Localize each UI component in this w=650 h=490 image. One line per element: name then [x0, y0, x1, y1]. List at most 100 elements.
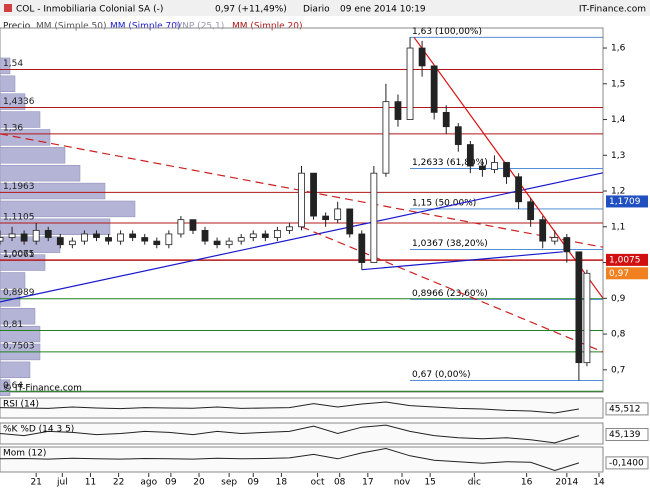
candle-body — [406, 47, 414, 120]
candle-body — [370, 172, 378, 263]
level-label: 0,81 — [3, 320, 23, 330]
candle-body — [189, 219, 197, 231]
candle-body — [129, 233, 137, 238]
candle-body — [237, 237, 245, 242]
x-tick-label: sep — [221, 478, 237, 488]
x-tick-label: 22 — [113, 478, 124, 488]
indicator-frame — [0, 397, 604, 419]
price-tag — [606, 253, 648, 266]
y-tick-label: 1,1 — [611, 222, 625, 232]
title: COL - Inmobiliaria Colonial SA (-) — [16, 5, 163, 15]
x-tick-label: oct — [311, 478, 325, 488]
candle-body — [0, 237, 4, 242]
price-tag-label: 0,97 — [609, 269, 629, 279]
candle-body — [141, 237, 149, 242]
volume-profile-bar — [0, 75, 16, 92]
indicator-line — [0, 401, 579, 414]
fib-label: 0,8966 (23,60%) — [412, 289, 488, 299]
candle-body — [273, 229, 281, 238]
y-tick-label: 0,8 — [611, 330, 626, 340]
candle-body — [153, 240, 161, 246]
y-tick-label: 1,3 — [611, 151, 625, 161]
candle-body — [298, 172, 305, 228]
candle-body — [93, 233, 100, 238]
level-label: 1,1963 — [3, 182, 35, 192]
plot-frame — [0, 27, 604, 393]
candle-body — [583, 272, 591, 364]
price-tag-label: 1,0075 — [609, 255, 641, 265]
volume-profile-bar — [0, 254, 46, 271]
indicator-tag — [605, 402, 649, 416]
level-label: 1,4336 — [3, 97, 35, 107]
x-tick-label: nov — [394, 478, 411, 488]
candle-body — [527, 201, 535, 221]
level-label: 1,1105 — [3, 213, 35, 223]
candle-body — [430, 65, 438, 113]
candle-body — [201, 229, 209, 242]
volume-profile-bar — [0, 182, 106, 200]
candle-body — [394, 101, 402, 120]
fib-label: 1,63 (100,00%) — [412, 27, 482, 37]
volume-profile-bar — [0, 164, 81, 182]
level-label: 1,54 — [3, 59, 23, 69]
volume-profile-bar — [0, 57, 11, 75]
price: 0,97 (+11,49%) — [215, 5, 287, 15]
candle-body — [442, 111, 450, 128]
candle-body — [358, 233, 366, 263]
candle-body — [117, 233, 124, 242]
legend-item: MM (Simple 20) — [232, 22, 302, 32]
candle-body — [418, 47, 426, 67]
volume-profile-bar — [0, 272, 26, 289]
candle-body — [213, 240, 221, 246]
brand: IT-Finance.com — [579, 5, 646, 15]
header-bar — [0, 0, 650, 16]
x-tick-label: 15 — [424, 478, 435, 488]
candle-body — [177, 219, 185, 235]
price-tag-label: 1,1709 — [609, 197, 641, 207]
level-label: 1,0061 — [3, 250, 35, 260]
x-tick-label: 09 — [165, 478, 177, 488]
candle-body — [286, 226, 293, 231]
candle-body — [454, 126, 462, 145]
indicator-tag — [605, 428, 649, 442]
x-tick-label: 20 — [193, 478, 205, 488]
x-tick-label: 11 — [85, 478, 96, 488]
price-tag — [606, 195, 648, 208]
candle-body — [346, 208, 354, 235]
candle-body — [8, 233, 16, 238]
y-tick-label: 1,2 — [611, 187, 625, 197]
candle-body — [225, 240, 233, 246]
candle-body — [551, 237, 559, 242]
candle-body — [322, 215, 330, 221]
x-tick-label: 2014 — [555, 478, 578, 488]
y-tick-label: 0,9 — [611, 294, 626, 304]
fib-label: 1,0367 (38,20%) — [412, 239, 488, 249]
indicator-name: %K %D (14 3 5) — [3, 425, 74, 435]
candle-body — [44, 229, 52, 238]
candle-body — [105, 237, 112, 242]
fib-label: 0,67 (0,00%) — [412, 370, 471, 380]
candle-body — [68, 240, 76, 246]
candle-body — [503, 162, 510, 178]
watermark: © IT-Finance.com — [3, 384, 82, 394]
fib-label: 1,2633 (61,80%) — [412, 158, 488, 168]
y-tick-label: 1,6 — [611, 44, 626, 54]
level-label: 0,64 — [3, 381, 23, 391]
indicator-tag-label: -0,1400 — [609, 458, 644, 468]
candle-body — [165, 233, 173, 246]
level-label: 0,8989 — [3, 288, 35, 298]
x-tick-label: 21 — [30, 478, 41, 488]
fib-label: 1,15 (50,00%) — [412, 198, 476, 208]
x-tick-label: 17 — [362, 478, 373, 488]
x-tick-label: 18 — [276, 478, 288, 488]
candle-body — [32, 229, 40, 242]
x-tick-label: 09 — [248, 478, 260, 488]
level-label: 1,36 — [3, 123, 23, 133]
indicator-tag — [605, 456, 649, 470]
volume-profile-bar — [0, 93, 26, 110]
indicator-frame — [0, 422, 604, 445]
y-tick-label: 1,5 — [611, 79, 625, 89]
x-tick-label: 14 — [593, 478, 605, 488]
candle-body — [20, 233, 28, 242]
level-label: 1,0075 — [3, 249, 35, 259]
